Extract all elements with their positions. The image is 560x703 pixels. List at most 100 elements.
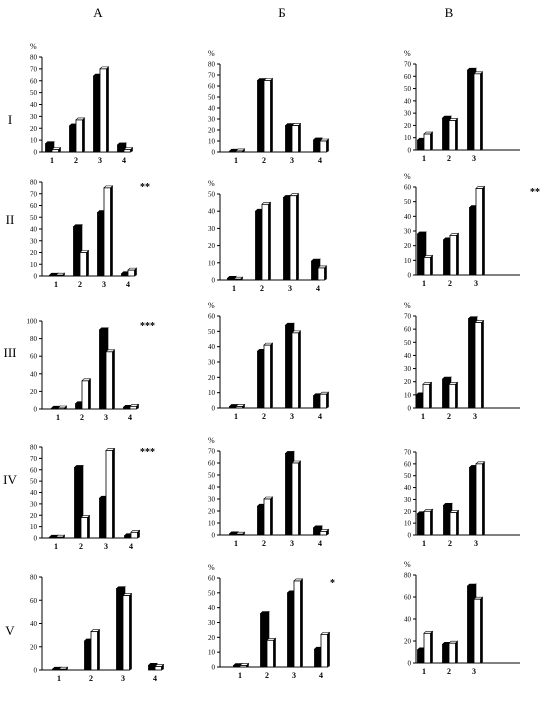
category-label: 1 <box>422 154 426 163</box>
bar-filled <box>51 407 59 410</box>
bar-open <box>80 517 88 539</box>
bar-open <box>51 149 59 153</box>
chart-panel: 0 10 20 30 40 50 60 70 80 *** 1 2 3 4 <box>30 444 155 552</box>
category-label: 3 <box>290 412 294 421</box>
y-tick-label: 70 <box>404 313 412 321</box>
y-tick-label: 20 <box>208 127 216 135</box>
category-label: 1 <box>57 674 61 683</box>
y-tick-label: 0 <box>408 272 412 280</box>
y-tick-label: 60 <box>30 597 38 605</box>
y-axis: 0 10 20 30 40 50 60 70 <box>404 449 417 540</box>
significance-marker: * <box>330 578 335 589</box>
row-label-3: III <box>4 345 17 360</box>
category-label: 2 <box>262 412 266 421</box>
y-tick-label: 20 <box>404 122 412 130</box>
y-tick-label: 30 <box>404 365 412 373</box>
y-tick-label: 70 <box>30 455 38 463</box>
y-tick-label: 50 <box>404 85 412 93</box>
bar-open <box>448 120 456 151</box>
bar-open <box>261 203 269 281</box>
chart-panel: 0 10 20 30 40 50 60% 1 2 3 4 <box>208 301 330 421</box>
bar-open <box>320 633 328 668</box>
y-axis-label: % <box>208 49 215 58</box>
category-label: 4 <box>318 412 322 421</box>
bar-open <box>319 393 327 409</box>
bar-filled <box>229 406 237 409</box>
category-label: 4 <box>318 539 322 548</box>
category-label: 2 <box>89 674 93 683</box>
bar-filled <box>417 649 425 664</box>
row-labels: I II III IV V <box>3 112 17 638</box>
bar-filled <box>469 467 477 536</box>
bar-filled <box>116 588 124 671</box>
bar-filled <box>443 504 451 536</box>
bar-filled <box>93 75 101 153</box>
bar-filled <box>314 648 322 668</box>
y-tick-label: 30 <box>404 496 412 504</box>
y-tick-label: 0 <box>408 405 412 413</box>
y-tick-label: 10 <box>208 389 216 397</box>
bar-open <box>448 383 456 409</box>
bar-filled <box>442 117 450 151</box>
bar-filled <box>468 318 476 409</box>
y-tick-label: 0 <box>212 149 216 157</box>
bar-filled <box>313 527 321 536</box>
category-label: 1 <box>234 412 238 421</box>
y-tick-label: 0 <box>212 405 216 413</box>
y-tick-label: 30 <box>30 113 38 121</box>
y-tick-label: 80 <box>30 444 38 452</box>
category-label: 1 <box>56 413 60 422</box>
bar-filled <box>285 324 293 409</box>
y-axis: 0 10 20 30 40 50 60 70 <box>404 313 417 413</box>
y-axis-label: % <box>404 49 411 58</box>
y-tick-label: 50 <box>404 339 412 347</box>
category-label: 2 <box>74 156 78 165</box>
category-label: 2 <box>78 280 82 289</box>
bar-open <box>422 383 430 409</box>
category-label: 1 <box>234 539 238 548</box>
category-label: 4 <box>129 542 133 551</box>
category-label: 3 <box>472 154 476 163</box>
y-tick-label: 20 <box>208 508 216 516</box>
bar-filled <box>52 668 60 671</box>
bar-filled <box>443 239 451 276</box>
category-label: 3 <box>292 671 296 680</box>
bar-open <box>57 407 65 410</box>
y-tick-label: 10 <box>208 520 216 528</box>
y-axis: 0 20 40 60 80 <box>30 574 43 675</box>
category-label: 4 <box>319 671 323 680</box>
category-label: 1 <box>54 542 58 551</box>
chart-panel: 0 10 20 30 40 50% 1 2 3 4 <box>208 179 328 293</box>
y-tick-label: 40 <box>30 226 38 234</box>
bar-open <box>423 256 431 276</box>
bar-filled <box>469 207 477 276</box>
bar-open <box>58 668 66 671</box>
bar-open <box>103 187 111 277</box>
bar-open <box>449 234 457 276</box>
chart-panel: 0 10 20 30 40 50 60 70% 1 2 3 <box>404 49 520 163</box>
row-label-1: I <box>8 112 12 127</box>
bar-open <box>55 536 63 539</box>
chart-panel: 0 10 20 30 40 50 60 70% 1 2 3 4 <box>208 436 330 548</box>
y-tick-label: 10 <box>404 134 412 142</box>
y-axis: 0 20 40 60 80 <box>404 572 417 668</box>
y-tick-label: 50 <box>208 94 216 102</box>
bar-filled <box>75 403 83 410</box>
significance-marker: ** <box>530 187 540 198</box>
y-axis: 0 10 20 30 40 50 60 <box>208 313 221 413</box>
bar-open <box>235 533 243 536</box>
bar-open <box>90 631 98 671</box>
category-label: 3 <box>473 412 477 421</box>
bar-open <box>235 150 243 153</box>
y-tick-label: 30 <box>30 237 38 245</box>
y-tick-label: 80 <box>30 574 38 582</box>
bar-open <box>99 68 107 153</box>
y-axis: 0 10 20 30 40 50 60 70 80 <box>30 179 43 281</box>
y-tick-label: 40 <box>30 370 38 378</box>
bar-open <box>474 322 482 409</box>
category-label: 3 <box>104 413 108 422</box>
y-tick-label: 20 <box>208 634 216 642</box>
bar-filled <box>121 273 129 277</box>
y-axis: 0 10 20 30 40 50 60 70 80 <box>30 54 43 157</box>
y-axis-label: % <box>404 560 411 569</box>
